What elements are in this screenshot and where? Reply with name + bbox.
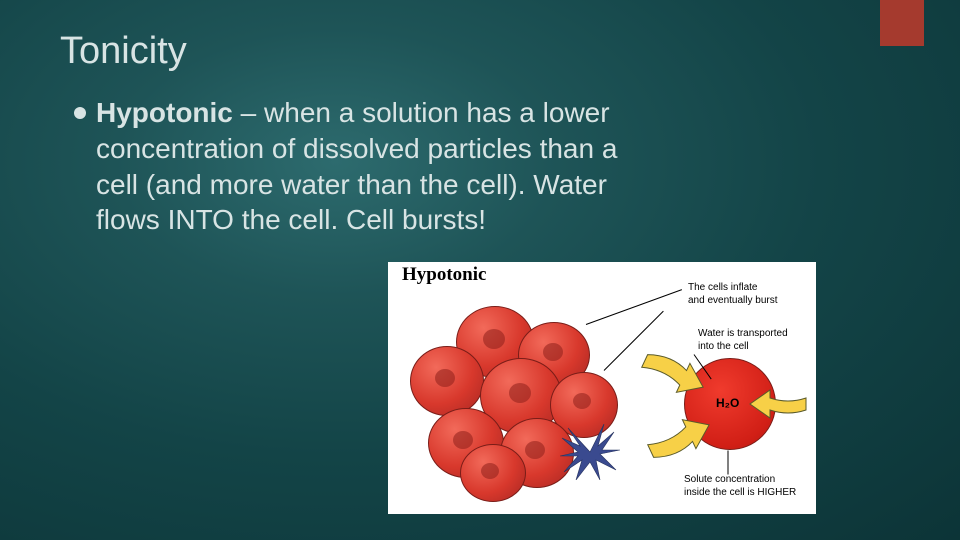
cell-cluster: [400, 296, 630, 504]
arrow-in-icon: [641, 405, 721, 471]
label-inflate: The cells inflateand eventually burst: [688, 282, 808, 307]
diagram-title: Hypotonic: [402, 264, 486, 286]
label-water: Water is transportedinto the cell: [698, 328, 816, 353]
bullet-icon: [74, 107, 86, 119]
pointer-line: [728, 451, 729, 475]
bullet-term: Hypotonic: [96, 97, 233, 128]
cell: [410, 346, 484, 416]
hypotonic-diagram: Hypotonic H₂O The cells infla: [388, 262, 816, 514]
cell: [460, 444, 526, 502]
h2o-label: H₂O: [716, 396, 739, 410]
arrow-in-icon: [748, 386, 808, 422]
label-solute: Solute concentrationinside the cell is H…: [684, 474, 812, 499]
slide-title: Tonicity: [60, 30, 187, 73]
accent-bar: [880, 0, 924, 46]
burst-icon: [560, 424, 620, 480]
body-text: Hypotonic – when a solution has a lower …: [96, 95, 660, 238]
